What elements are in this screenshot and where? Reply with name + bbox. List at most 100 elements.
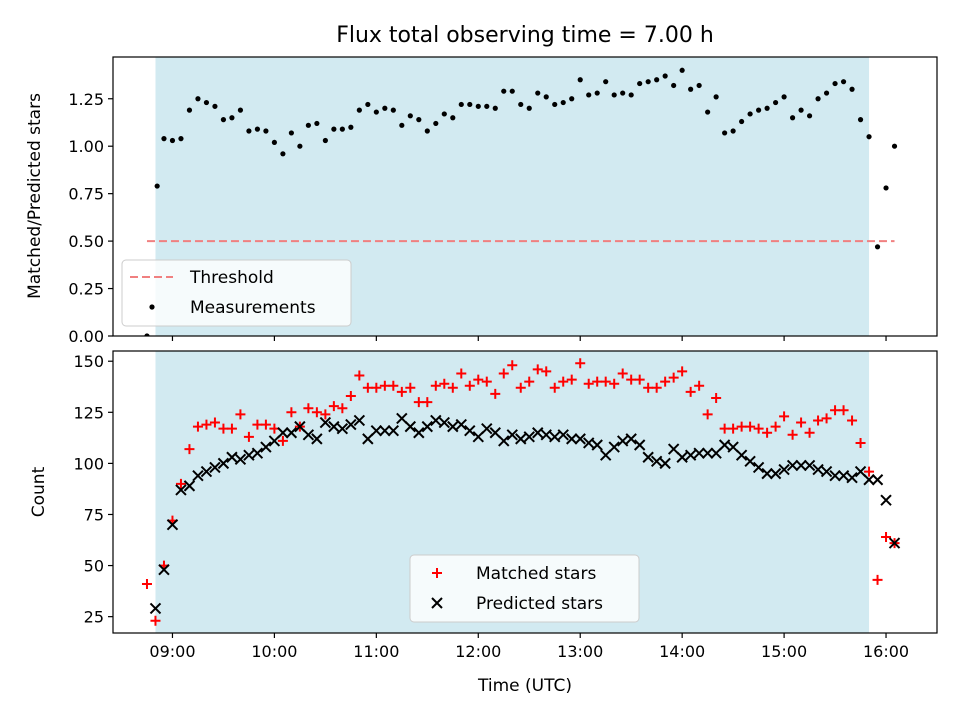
bottom-x-tick-label: 10:00: [251, 642, 297, 661]
bottom-series-predicted-stars-point: [209, 461, 221, 474]
bottom-series-matched-stars-point: [311, 407, 322, 418]
bottom-series-matched-stars-point: [320, 409, 331, 420]
top-series-measurements-point: [373, 109, 379, 115]
bottom-series-matched-stars-point: [524, 376, 535, 387]
bottom-y-tick-label: 150: [73, 352, 104, 371]
bottom-series-predicted-stars-point: [498, 435, 510, 447]
bottom-series-matched-stars-point: [218, 423, 229, 434]
bottom-series-matched-stars-point: [668, 372, 679, 383]
bottom-y-tick-label: 100: [73, 454, 104, 473]
bottom-series-predicted-stars-point: [786, 459, 799, 472]
top-series-measurements-point: [331, 126, 337, 132]
top-series-measurements-point: [611, 92, 617, 98]
bottom-series-predicted-stars-point: [413, 427, 425, 439]
top-y-tick-label: 0.25: [68, 280, 104, 299]
top-series-measurements-point: [203, 99, 210, 106]
bottom-series-predicted-stars-point: [447, 420, 459, 433]
top-series-measurements-point: [297, 143, 303, 149]
bottom-series-matched-stars-point: [303, 403, 314, 414]
bottom-series-predicted-stars-point: [396, 412, 408, 425]
bottom-series-predicted-stars-point: [532, 427, 544, 439]
top-series-measurements-point: [789, 115, 796, 121]
bottom-series-matched-stars-point: [439, 378, 450, 389]
top-series-measurements-point: [458, 101, 464, 108]
top-series-measurements-point: [382, 105, 388, 111]
top-series-measurements-point: [348, 124, 354, 130]
top-axes-frame: [112, 56, 938, 337]
top-series-measurements-point: [365, 101, 371, 108]
bottom-series-matched-stars-point: [345, 390, 356, 401]
bottom-series-predicted-stars-point: [718, 439, 731, 451]
bottom-y-tick-label: 50: [84, 557, 104, 576]
bottom-series-predicted-stars-point: [863, 474, 875, 486]
top-series-measurements-point: [407, 113, 413, 119]
bottom-x-tick-label: 14:00: [659, 642, 705, 661]
top-series-measurements-point: [441, 111, 447, 117]
bottom-series-predicted-stars-point: [854, 465, 867, 478]
legend-matched-label: Matched stars: [476, 564, 596, 584]
bottom-series-matched-stars-point: [745, 421, 756, 432]
bottom-series-matched-stars-point: [328, 401, 339, 412]
top-series-measurements-point: [543, 94, 549, 100]
top-series-measurements-point: [730, 128, 736, 134]
bottom-series-predicted-stars-point: [328, 420, 340, 433]
bottom-series-predicted-stars-point: [803, 459, 816, 472]
top-series-measurements-point: [161, 136, 167, 142]
bottom-series-predicted-stars-point: [217, 457, 230, 470]
bottom-series-matched-stars-point: [702, 409, 713, 420]
bottom-series-matched-stars-point: [549, 382, 560, 393]
top-series-measurements-point: [246, 128, 252, 134]
bottom-series-predicted-stars-point: [684, 449, 697, 461]
bottom-series-predicted-stars-point: [761, 467, 773, 480]
bottom-series-matched-stars-point: [694, 380, 705, 391]
bottom-series-predicted-stars-point: [642, 451, 654, 463]
top-series-measurements-point: [883, 185, 889, 191]
top-series-measurements-point: [526, 105, 532, 111]
bottom-series-matched-stars-point: [388, 380, 399, 391]
top-series-measurements-point: [874, 244, 881, 250]
top-series-measurements-point: [569, 96, 575, 102]
top-series-measurements-point: [186, 107, 193, 113]
bottom-series-predicted-stars-point: [880, 494, 892, 506]
top-y-tick-label: 0.00: [68, 327, 104, 346]
top-series-measurements-point: [552, 101, 558, 108]
top-series-measurements-point: [433, 120, 439, 127]
top-series-measurements-point: [509, 88, 515, 94]
bottom-series-matched-stars-point: [413, 397, 424, 408]
bottom-series-predicted-stars-point: [616, 435, 629, 447]
top-series-measurements-point: [849, 86, 855, 92]
top-series-measurements-point: [891, 143, 898, 149]
top-series-measurements-point: [424, 128, 430, 134]
bottom-series-predicted-stars-point: [583, 437, 595, 449]
bottom-series-matched-stars-point: [813, 415, 824, 426]
bottom-series-predicted-stars-point: [744, 455, 756, 468]
bottom-series-matched-stars-point: [583, 378, 594, 389]
top-series-measurements-point: [356, 107, 362, 113]
bottom-series-predicted-stars-point: [285, 427, 298, 439]
bottom-series-matched-stars-point: [243, 431, 254, 442]
top-series-measurements-point: [280, 151, 286, 157]
top-series-measurements-point: [586, 92, 592, 98]
bottom-series-matched-stars-point: [626, 374, 637, 385]
top-series-measurements-point: [688, 86, 694, 92]
bottom-series-predicted-stars-point: [599, 449, 612, 461]
top-series-measurements-point: [254, 126, 261, 132]
top-y-tick-label: 0.50: [68, 232, 104, 251]
bottom-series-matched-stars-point: [473, 374, 484, 385]
bottom-plot-area: [141, 358, 901, 626]
legend-predicted-label: Predicted stars: [476, 594, 603, 614]
bottom-series-matched-stars-point: [736, 421, 747, 432]
top-series-measurements-point: [662, 73, 668, 79]
top-series-measurements-point: [271, 139, 278, 146]
bottom-series-predicted-stars-point: [226, 451, 238, 463]
top-series-measurements-point: [577, 77, 583, 83]
bottom-series-matched-stars-point: [141, 578, 152, 589]
bottom-x-tick-label: 09:00: [149, 642, 195, 661]
bottom-series-predicted-stars-point: [404, 420, 417, 433]
top-series-measurements-point: [654, 77, 660, 83]
bottom-series-predicted-stars-point: [540, 429, 552, 441]
bottom-series-matched-stars-point: [286, 407, 297, 418]
top-series-measurements-point: [518, 101, 524, 108]
bottom-series-predicted-stars-point: [319, 416, 332, 429]
top-series-measurements-point: [620, 90, 626, 96]
